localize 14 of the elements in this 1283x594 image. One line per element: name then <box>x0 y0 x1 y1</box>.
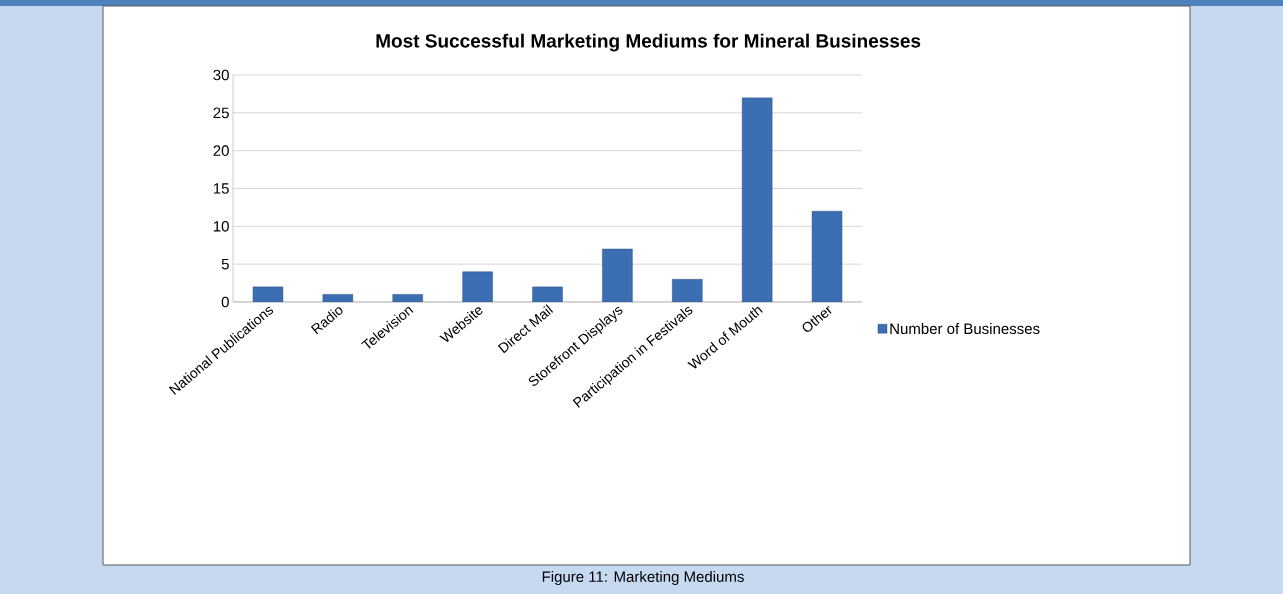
legend-label: Number of Businesses <box>890 323 1040 335</box>
bar <box>602 248 633 302</box>
y-tick-label: 15 <box>213 183 229 194</box>
bar <box>741 97 773 302</box>
y-tick-label: 10 <box>213 221 229 232</box>
chart-title: Most Successful Marketing Mediums for Mineral Businesses <box>376 33 921 52</box>
caption: Figure 11: Marketing Mediums <box>542 570 744 585</box>
y-tick-label: 0 <box>221 296 229 308</box>
y-tick-label: 5 <box>221 258 229 270</box>
y-tick-label: 25 <box>213 107 229 119</box>
y-tick-label: 30 <box>213 69 229 81</box>
bar <box>811 210 843 302</box>
y-tick-label: 20 <box>213 145 229 156</box>
bar <box>462 271 493 302</box>
